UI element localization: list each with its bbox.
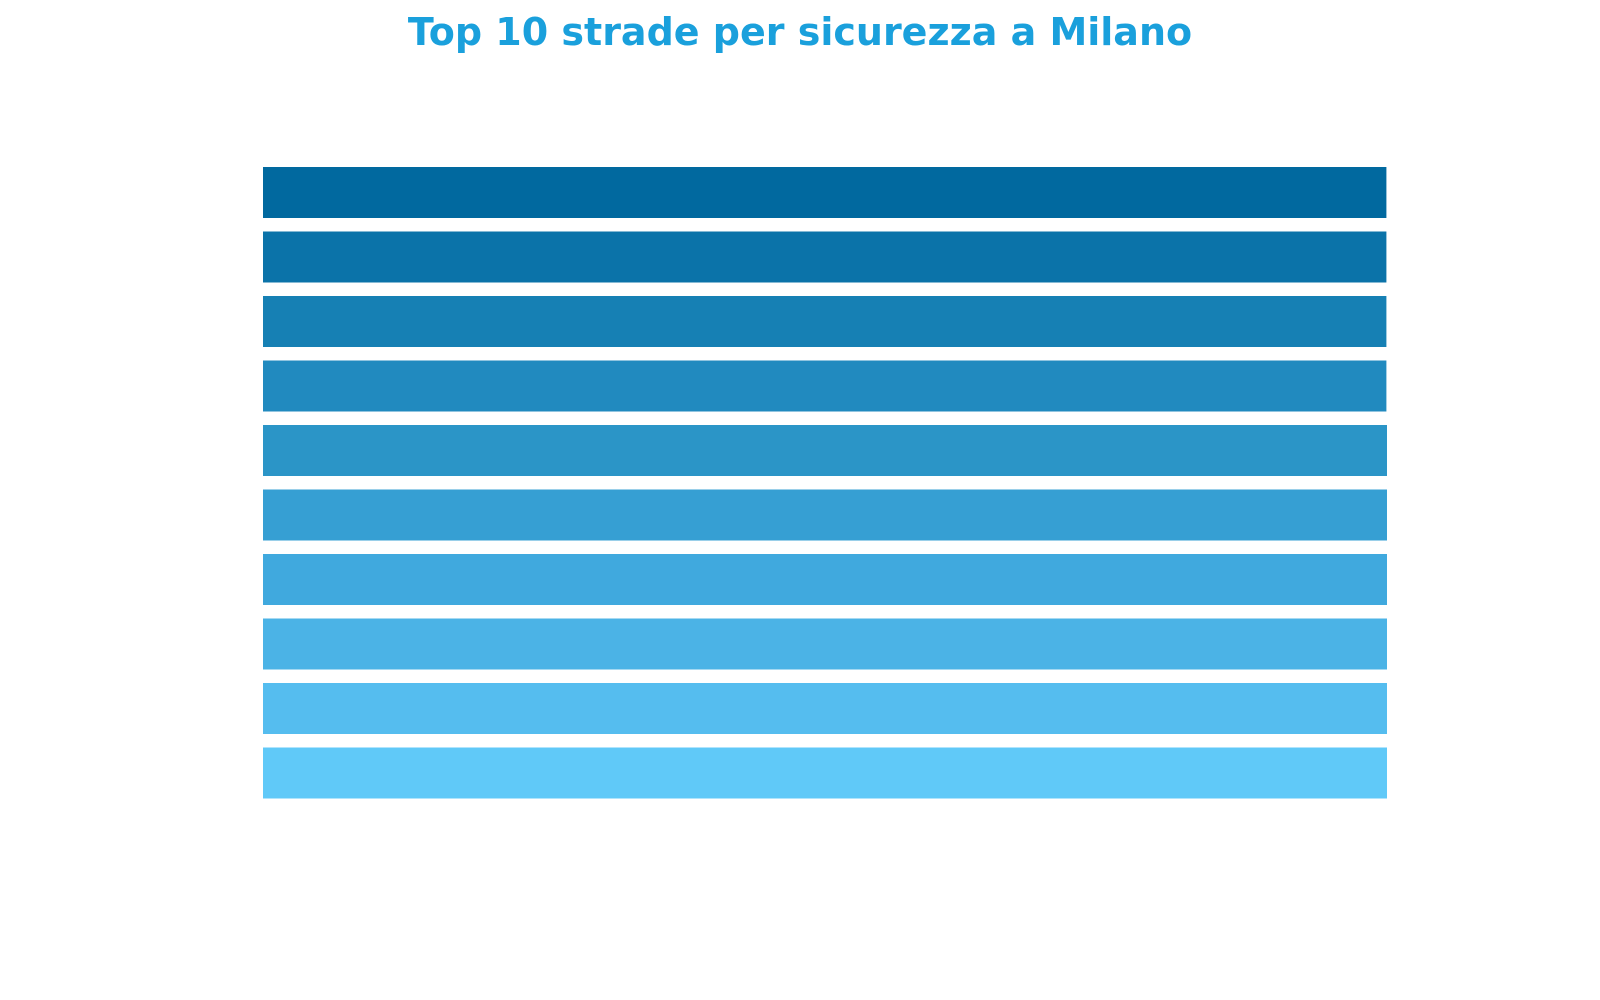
bar-6 <box>263 489 1387 541</box>
bar-10 <box>263 747 1387 799</box>
chart-title: Top 10 strade per sicurezza a Milano <box>407 10 1193 54</box>
bar-9 <box>263 683 1387 734</box>
bar-5 <box>263 425 1387 476</box>
bar-7 <box>263 554 1387 605</box>
bar-3 <box>263 296 1387 347</box>
bar-4 <box>263 360 1387 412</box>
bars-group <box>263 167 1387 799</box>
bar-1 <box>263 167 1387 218</box>
bar-8 <box>263 618 1387 670</box>
bar-2 <box>263 231 1387 283</box>
